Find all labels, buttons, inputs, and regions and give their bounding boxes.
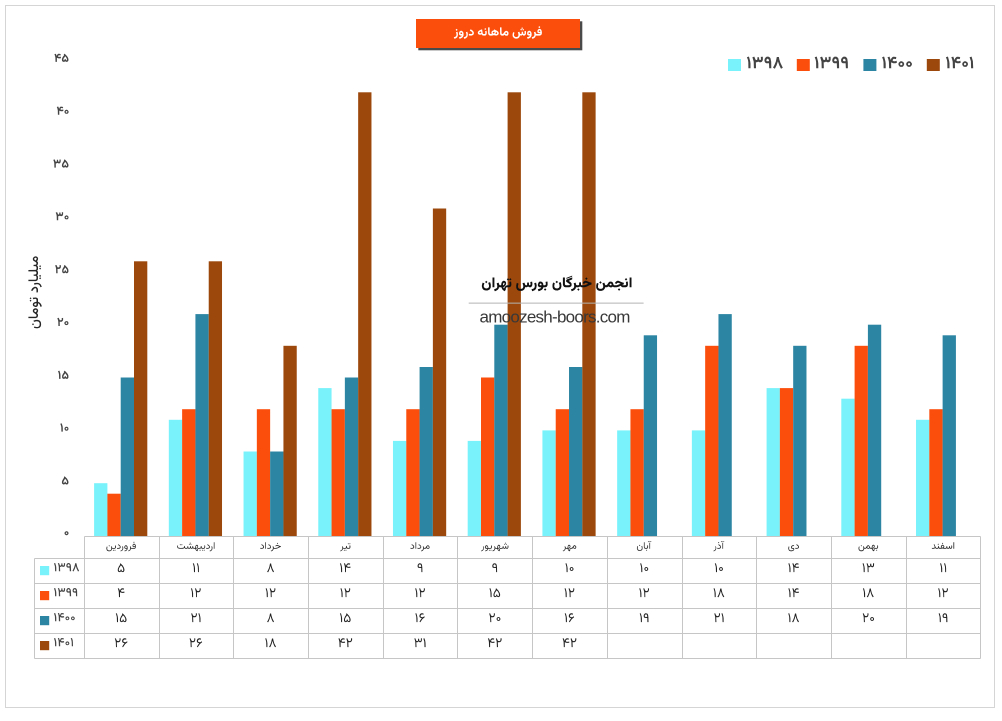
svg-text:amoozesh-boors.com: amoozesh-boors.com [480,307,631,326]
